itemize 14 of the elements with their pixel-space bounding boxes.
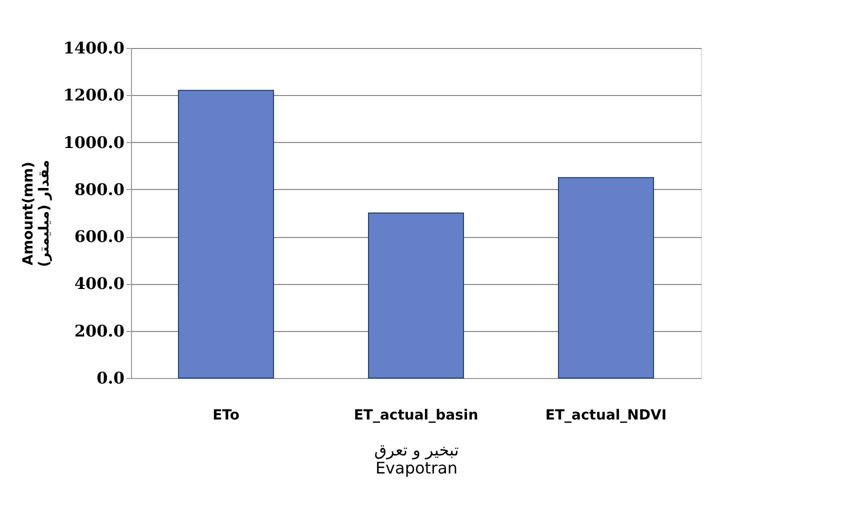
y-tick-label: 200.0 (74, 321, 124, 340)
y-tick-label: 600.0 (74, 227, 124, 246)
bar (178, 90, 274, 378)
bar (558, 177, 654, 378)
y-tick-label: 400.0 (74, 274, 124, 294)
y-tick-label: 1000.0 (63, 132, 124, 152)
y-tick-label: 800.0 (74, 180, 124, 199)
bar (368, 212, 464, 378)
y-tick-label: 1400.0 (63, 38, 124, 58)
x-tick-label: ETo (212, 408, 240, 424)
x-tick-label: ET_actual_basin (354, 408, 478, 424)
y-tick-label: 0.0 (96, 368, 124, 388)
x-tick-label: ET_actual_NDVI (545, 408, 667, 424)
y-tick-label: 1200.0 (63, 86, 124, 105)
